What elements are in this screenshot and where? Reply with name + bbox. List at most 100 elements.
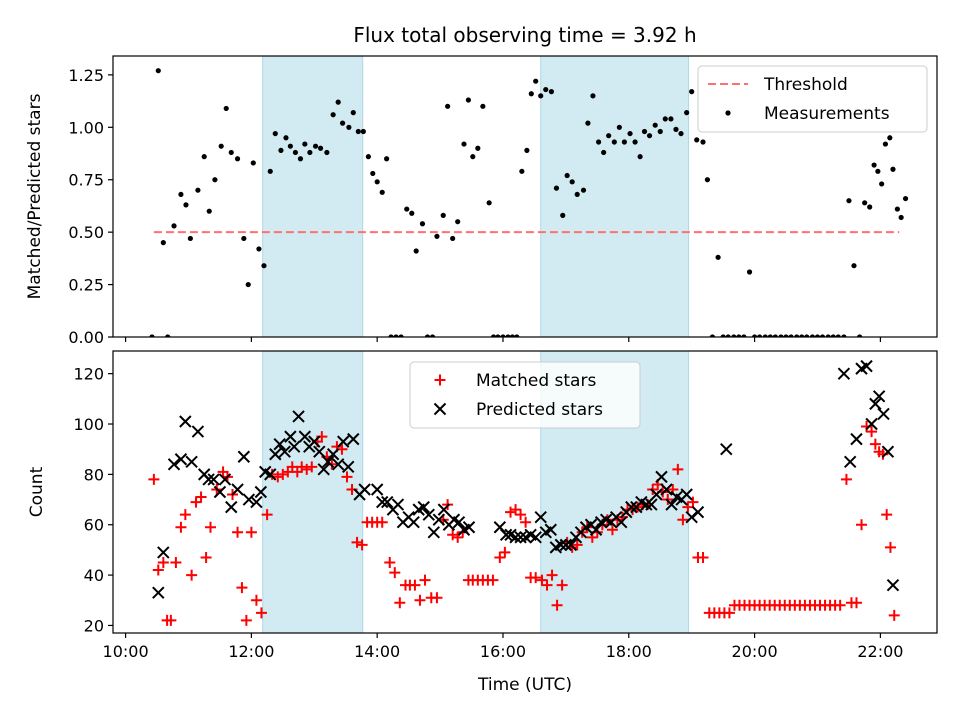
- measurement-point: [871, 162, 877, 168]
- predicted-star-point: [358, 483, 371, 496]
- matched-star-point: [170, 557, 182, 568]
- shaded-interval: [262, 350, 364, 634]
- matched-star-point: [510, 504, 522, 516]
- matched-star-point: [165, 614, 177, 626]
- predicted-star-point: [273, 437, 286, 451]
- predicted-star-point: [886, 578, 900, 592]
- measurement-point: [228, 149, 234, 156]
- y-tick-label: 20: [84, 616, 104, 635]
- measurement-point: [825, 334, 831, 337]
- predicted-star-point: [213, 485, 227, 499]
- measurement-point: [809, 334, 816, 337]
- measurement-point: [804, 334, 810, 337]
- measurement-point: [178, 191, 184, 198]
- measurement-point: [330, 112, 336, 118]
- measurement-point: [788, 334, 794, 337]
- matched-star-point: [447, 529, 459, 541]
- shaded-interval: [540, 55, 690, 338]
- matched-star-point: [250, 594, 262, 606]
- axes-frame: [112, 350, 938, 634]
- predicted-star-point: [185, 455, 198, 468]
- measurement-point: [183, 202, 189, 208]
- measurement-point: [662, 116, 668, 122]
- measurement-point: [879, 181, 885, 187]
- matched-star-point: [505, 506, 517, 518]
- matched-star-point: [546, 569, 558, 581]
- measurement-point: [783, 334, 789, 337]
- predicted-star-point: [287, 440, 301, 453]
- predicted-star-point: [376, 495, 389, 509]
- predicted-star-point: [370, 483, 384, 496]
- panel-ratio: 0.00 0.25 0.50 0.75 1.00 1.25 Matched/Predicte…: [25, 55, 938, 347]
- measurement-point: [465, 97, 471, 103]
- predicted-star-point: [278, 445, 291, 458]
- measurement-point: [302, 141, 308, 147]
- legend-measurement-swatch: [725, 110, 731, 116]
- measurement-point: [902, 195, 909, 202]
- predicted-star-point: [231, 483, 244, 496]
- measurement-point: [398, 334, 404, 337]
- predicted-star-point: [242, 493, 256, 506]
- matched-star-point: [301, 463, 313, 475]
- matched-star-point: [389, 567, 401, 579]
- predicted-star-point: [157, 546, 170, 559]
- measurement-point: [324, 149, 330, 156]
- y-tick-label: 0.50: [68, 223, 104, 242]
- matched-star-point: [240, 614, 252, 626]
- measurement-point: [346, 124, 352, 130]
- matched-star-point: [414, 594, 426, 606]
- predicted-star-point: [218, 473, 232, 486]
- x-tick-label: 10:00: [103, 642, 149, 661]
- matched-star-point: [409, 579, 421, 591]
- predicted-star-point: [250, 495, 263, 509]
- y-tick-label: 60: [84, 516, 104, 535]
- x-tick-label: 20:00: [732, 642, 778, 661]
- legend-label: Measurements: [764, 104, 890, 124]
- matched-star-point: [452, 531, 464, 543]
- predicted-star-point: [427, 526, 441, 539]
- predicted-star-point: [331, 458, 345, 471]
- measurement-point: [339, 120, 346, 126]
- matched-star-point: [175, 521, 187, 533]
- legend-label: Threshold: [763, 75, 848, 95]
- predicted-star-point: [691, 505, 705, 519]
- matched-star-point: [672, 463, 684, 475]
- matched-star-point: [261, 509, 273, 521]
- measurement-point: [486, 200, 492, 206]
- matched-star-point: [697, 551, 709, 563]
- predicted-star-point: [342, 460, 355, 474]
- matched-star-point: [341, 471, 353, 483]
- measurement-point: [694, 137, 700, 143]
- measurement-point: [165, 334, 171, 337]
- measurement-point: [830, 334, 836, 337]
- x-tick-label: 22:00: [857, 642, 903, 661]
- matched-star-point: [277, 468, 289, 480]
- measurement-point: [595, 139, 602, 145]
- predicted-star-point: [347, 432, 360, 446]
- measurement-point: [195, 187, 201, 193]
- measurement-point: [741, 334, 747, 337]
- y-tick-label: 0.25: [68, 276, 104, 295]
- x-tick-label: 14:00: [354, 642, 400, 661]
- measurement-point: [569, 179, 575, 185]
- measurement-point: [461, 141, 467, 147]
- measurement-point: [564, 172, 570, 179]
- legend-matched-swatch: [434, 374, 446, 386]
- matched-star-point: [556, 579, 568, 591]
- matched-star-point: [148, 473, 160, 485]
- predicted-star-point: [225, 500, 238, 514]
- matched-star-point: [856, 519, 868, 531]
- plot-area: [148, 359, 900, 626]
- measurement-point: [851, 263, 857, 269]
- measurement-point: [470, 154, 476, 160]
- measurement-point: [450, 235, 456, 242]
- measurement-point: [419, 221, 426, 227]
- predicted-star-point: [284, 430, 297, 443]
- matched-star-point: [682, 501, 694, 513]
- measurement-point: [580, 187, 587, 193]
- y-tick-label: 40: [84, 566, 104, 585]
- y-tick-label: 0.75: [68, 171, 104, 190]
- predicted-star-point: [167, 458, 181, 471]
- matched-star-point: [551, 599, 563, 611]
